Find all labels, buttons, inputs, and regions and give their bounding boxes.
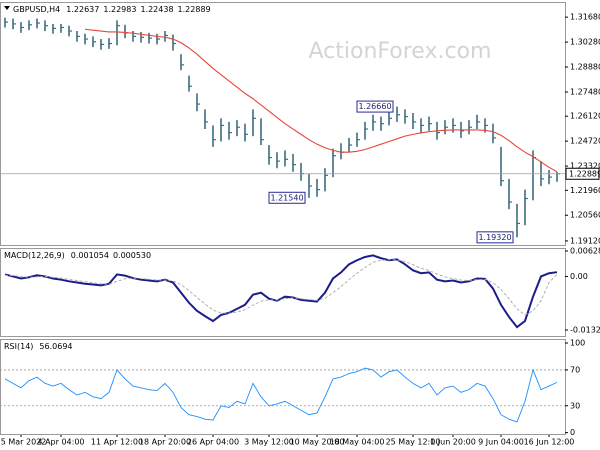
watermark: ActionForex.com xyxy=(309,39,492,64)
y-tick-label: 70 xyxy=(570,365,580,374)
annotation-box xyxy=(268,191,306,204)
panel-frame xyxy=(0,2,566,246)
y-tick-label: -0.013223 xyxy=(570,325,600,334)
y-tick-label: 0 xyxy=(570,428,575,437)
current-price-label: 1.22889 xyxy=(569,169,600,178)
header-value: 1.22637 xyxy=(66,5,99,14)
annotation-label: 1.21540 xyxy=(270,193,303,202)
panel-header: MACD(12,26,9) 0.001054 0.000530 xyxy=(4,251,151,260)
y-tick-label: 1.27480 xyxy=(570,87,600,96)
x-tick-label: 18 Apr 20:00 xyxy=(139,438,191,447)
y-tick-label: 100 xyxy=(570,339,585,348)
y-tick-label: 1.30280 xyxy=(570,38,600,47)
moving-average xyxy=(84,28,558,173)
x-tick-label: 3 May 12:00 xyxy=(244,438,294,447)
y-tick-label: 0.00 xyxy=(570,272,588,281)
x-tick-label: 26 Apr 04:00 xyxy=(187,438,239,447)
x-tick-label: 1 Jun 20:00 xyxy=(430,438,476,447)
y-tick-label: 1.24720 xyxy=(570,137,600,146)
indicator-line xyxy=(4,367,558,423)
y-tick-label: 1.28880 xyxy=(570,63,600,72)
y-tick-label: 0.006285 xyxy=(570,247,600,256)
y-tick-label: 1.21960 xyxy=(570,186,600,195)
header-value: 0.000530 xyxy=(113,251,151,260)
indicator-title: RSI(14) xyxy=(4,342,33,351)
y-tick-label: 1.20560 xyxy=(570,211,600,220)
annotation-box xyxy=(476,231,514,244)
header-value: 1.22889 xyxy=(178,5,211,14)
x-tick-label: 9 Jun 04:00 xyxy=(478,438,524,447)
x-tick-label: 16 Jun 12:00 xyxy=(524,438,575,447)
x-tick-label: 25 Mar 2022 xyxy=(0,438,46,447)
signal-line xyxy=(4,259,558,316)
annotation-label: 1.26660 xyxy=(358,102,391,111)
header-value: 1.22438 xyxy=(140,5,173,14)
annotation-box xyxy=(356,100,394,113)
panel-header: RSI(14) 56.0694 xyxy=(4,342,73,351)
x-tick-label: 25 May 12:00 xyxy=(386,438,441,447)
header-value: 1.22983 xyxy=(103,5,136,14)
symbol-title: GBPUSD,H4 xyxy=(13,5,60,14)
x-tick-label: 4 Apr 04:00 xyxy=(37,438,84,447)
macd-line xyxy=(4,254,558,329)
current-price-box xyxy=(565,167,600,180)
y-tick-label: 1.31680 xyxy=(570,13,600,22)
x-tick-label: 10 May 20:00 xyxy=(290,438,345,447)
y-tick-label: 1.19120 xyxy=(570,236,600,245)
header-value: 56.0694 xyxy=(39,342,72,351)
indicator-title: MACD(12,26,9) xyxy=(4,251,65,260)
x-tick-label: 18 May 04:00 xyxy=(330,438,385,447)
annotation-label: 1.19320 xyxy=(478,233,511,242)
y-tick-label: 1.26120 xyxy=(570,112,600,121)
x-tick-label: 11 Apr 12:00 xyxy=(91,438,143,447)
header-value: 0.001054 xyxy=(71,251,109,260)
panel-header: GBPUSD,H4 1.22637 1.22983 1.22438 1.22889 xyxy=(13,5,211,14)
y-tick-label: 1.23320 xyxy=(570,162,600,171)
panel-frame xyxy=(0,248,566,337)
symbol-icon xyxy=(4,6,10,10)
y-tick-label: 30 xyxy=(570,401,580,410)
